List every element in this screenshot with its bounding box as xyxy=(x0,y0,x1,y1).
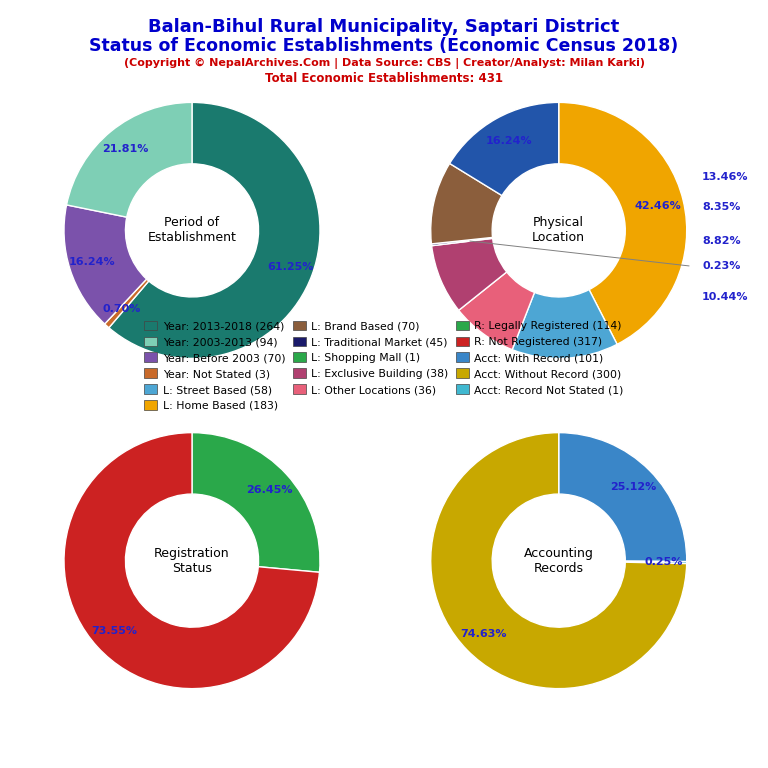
Text: 0.23%: 0.23% xyxy=(702,261,740,271)
Text: 21.81%: 21.81% xyxy=(102,144,149,154)
Wedge shape xyxy=(432,237,492,246)
Text: 16.24%: 16.24% xyxy=(68,257,115,267)
Text: Physical
Location: Physical Location xyxy=(532,217,585,244)
Text: Accounting
Records: Accounting Records xyxy=(524,547,594,574)
Text: 0.70%: 0.70% xyxy=(103,303,141,313)
Text: Status of Economic Establishments (Economic Census 2018): Status of Economic Establishments (Econo… xyxy=(89,37,679,55)
Wedge shape xyxy=(449,102,559,196)
Text: 73.55%: 73.55% xyxy=(91,627,137,637)
Text: 25.12%: 25.12% xyxy=(610,482,657,492)
Text: 61.25%: 61.25% xyxy=(267,262,313,272)
Wedge shape xyxy=(192,432,320,572)
Wedge shape xyxy=(458,272,535,349)
Text: 26.45%: 26.45% xyxy=(247,485,293,495)
Wedge shape xyxy=(64,432,319,689)
Text: Balan-Bihul Rural Municipality, Saptari District: Balan-Bihul Rural Municipality, Saptari … xyxy=(148,18,620,35)
Text: 42.46%: 42.46% xyxy=(635,201,682,211)
Wedge shape xyxy=(64,205,147,324)
Wedge shape xyxy=(558,102,687,344)
Text: Period of
Establishment: Period of Establishment xyxy=(147,217,237,244)
Wedge shape xyxy=(512,290,617,359)
Wedge shape xyxy=(431,432,687,689)
Legend: Year: 2013-2018 (264), Year: 2003-2013 (94), Year: Before 2003 (70), Year: Not S: Year: 2013-2018 (264), Year: 2003-2013 (… xyxy=(142,319,626,413)
Text: (Copyright © NepalArchives.Com | Data Source: CBS | Creator/Analyst: Milan Karki: (Copyright © NepalArchives.Com | Data So… xyxy=(124,58,644,69)
Wedge shape xyxy=(104,279,149,328)
Wedge shape xyxy=(625,561,687,564)
Text: 8.35%: 8.35% xyxy=(702,202,740,213)
Text: 8.82%: 8.82% xyxy=(702,236,740,246)
Text: 16.24%: 16.24% xyxy=(485,136,532,146)
Text: 10.44%: 10.44% xyxy=(702,292,749,302)
Text: 74.63%: 74.63% xyxy=(460,629,507,639)
Text: Total Economic Establishments: 431: Total Economic Establishments: 431 xyxy=(265,72,503,85)
Wedge shape xyxy=(558,432,687,561)
Text: 13.46%: 13.46% xyxy=(702,171,749,182)
Wedge shape xyxy=(109,102,320,359)
Text: Registration
Status: Registration Status xyxy=(154,547,230,574)
Wedge shape xyxy=(431,164,502,244)
Wedge shape xyxy=(432,238,507,310)
Text: 0.25%: 0.25% xyxy=(644,558,683,568)
Wedge shape xyxy=(67,102,192,217)
